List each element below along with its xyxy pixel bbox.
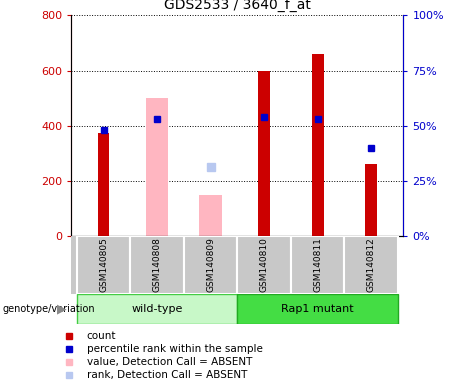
Text: GSM140810: GSM140810: [260, 238, 269, 292]
Bar: [237, 236, 291, 294]
Bar: [237, 294, 398, 324]
Bar: [146, 98, 168, 236]
Bar: [77, 236, 130, 294]
Text: GSM140812: GSM140812: [367, 238, 376, 292]
Text: value, Detection Call = ABSENT: value, Detection Call = ABSENT: [87, 357, 252, 367]
Bar: [130, 236, 184, 294]
Text: genotype/variation: genotype/variation: [2, 304, 95, 314]
Text: GSM140805: GSM140805: [99, 238, 108, 292]
Text: GSM140809: GSM140809: [206, 238, 215, 292]
Bar: [312, 54, 324, 236]
Title: GDS2533 / 3640_f_at: GDS2533 / 3640_f_at: [164, 0, 311, 12]
Bar: [291, 236, 344, 294]
Bar: [200, 195, 222, 236]
Text: GSM140811: GSM140811: [313, 238, 322, 292]
Text: wild-type: wild-type: [131, 304, 183, 314]
Bar: [344, 236, 398, 294]
Text: percentile rank within the sample: percentile rank within the sample: [87, 344, 263, 354]
Text: GSM140808: GSM140808: [153, 238, 162, 292]
Bar: [258, 71, 270, 236]
Bar: [98, 132, 109, 236]
Bar: [366, 164, 377, 236]
Text: Rap1 mutant: Rap1 mutant: [281, 304, 354, 314]
Text: rank, Detection Call = ABSENT: rank, Detection Call = ABSENT: [87, 371, 247, 381]
Text: count: count: [87, 331, 116, 341]
Bar: [77, 294, 237, 324]
Bar: [184, 236, 237, 294]
Text: ▶: ▶: [57, 303, 67, 316]
